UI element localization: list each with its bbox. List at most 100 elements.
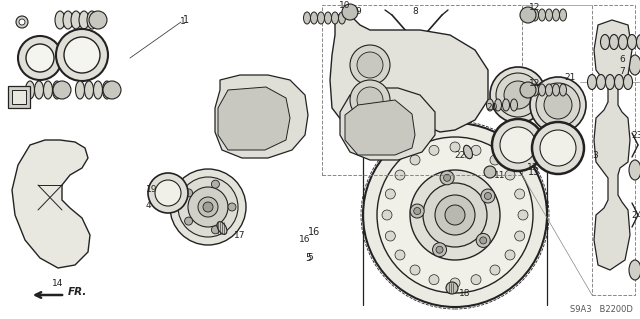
Circle shape xyxy=(480,237,487,244)
Circle shape xyxy=(19,19,25,25)
Ellipse shape xyxy=(559,9,566,21)
Ellipse shape xyxy=(76,81,84,99)
Text: 9: 9 xyxy=(355,8,361,17)
Ellipse shape xyxy=(600,34,609,49)
Circle shape xyxy=(363,123,547,307)
Circle shape xyxy=(476,234,490,248)
Ellipse shape xyxy=(629,160,640,180)
Polygon shape xyxy=(345,100,415,155)
Polygon shape xyxy=(218,87,290,150)
Bar xyxy=(8,86,30,108)
Ellipse shape xyxy=(559,84,566,96)
Circle shape xyxy=(148,173,188,213)
Circle shape xyxy=(18,36,62,80)
Ellipse shape xyxy=(324,12,332,24)
Circle shape xyxy=(435,195,475,235)
Ellipse shape xyxy=(63,11,73,29)
Circle shape xyxy=(445,205,465,225)
Circle shape xyxy=(484,166,496,178)
Circle shape xyxy=(500,127,536,163)
Ellipse shape xyxy=(629,260,640,280)
Polygon shape xyxy=(340,88,435,160)
Circle shape xyxy=(385,189,396,199)
Text: 22: 22 xyxy=(454,151,466,160)
Ellipse shape xyxy=(538,9,545,21)
Circle shape xyxy=(16,16,28,28)
Circle shape xyxy=(178,177,238,237)
Circle shape xyxy=(170,169,246,245)
Circle shape xyxy=(423,183,487,247)
Circle shape xyxy=(184,189,193,197)
Circle shape xyxy=(429,275,439,285)
Ellipse shape xyxy=(44,81,52,99)
Bar xyxy=(592,5,635,295)
Circle shape xyxy=(410,170,500,260)
Text: 12: 12 xyxy=(529,4,541,12)
Ellipse shape xyxy=(55,11,65,29)
Ellipse shape xyxy=(618,34,627,49)
Circle shape xyxy=(410,155,420,165)
Circle shape xyxy=(198,197,218,217)
Ellipse shape xyxy=(609,34,618,49)
Ellipse shape xyxy=(627,34,637,49)
Ellipse shape xyxy=(84,81,93,99)
Ellipse shape xyxy=(596,75,605,90)
Ellipse shape xyxy=(93,81,102,99)
Circle shape xyxy=(56,29,108,81)
Text: 13: 13 xyxy=(527,164,539,173)
Text: 18: 18 xyxy=(460,288,471,298)
Text: 3: 3 xyxy=(592,151,598,160)
Circle shape xyxy=(395,250,405,260)
Text: 12: 12 xyxy=(529,78,541,87)
Circle shape xyxy=(492,119,544,171)
Circle shape xyxy=(520,82,536,98)
Text: 5: 5 xyxy=(307,254,313,263)
Text: 1: 1 xyxy=(180,18,186,26)
Circle shape xyxy=(413,208,420,215)
Circle shape xyxy=(64,37,100,73)
Circle shape xyxy=(385,231,396,241)
Circle shape xyxy=(211,180,220,188)
Ellipse shape xyxy=(463,145,472,159)
Circle shape xyxy=(446,282,458,294)
Circle shape xyxy=(520,7,536,23)
Circle shape xyxy=(490,265,500,275)
Text: 1: 1 xyxy=(183,15,189,25)
Circle shape xyxy=(471,275,481,285)
Circle shape xyxy=(532,122,584,174)
Text: 24: 24 xyxy=(632,211,640,219)
Ellipse shape xyxy=(531,84,538,96)
Circle shape xyxy=(544,91,572,119)
Ellipse shape xyxy=(538,84,545,96)
Circle shape xyxy=(440,171,454,185)
Ellipse shape xyxy=(71,11,81,29)
Circle shape xyxy=(203,202,213,212)
Circle shape xyxy=(188,187,228,227)
Circle shape xyxy=(429,145,439,155)
Ellipse shape xyxy=(629,55,640,75)
Text: 11: 11 xyxy=(494,170,506,180)
Text: 19: 19 xyxy=(147,186,157,195)
Text: 23: 23 xyxy=(631,130,640,139)
Text: 16: 16 xyxy=(308,227,320,237)
Circle shape xyxy=(444,174,451,181)
Ellipse shape xyxy=(495,99,502,111)
Circle shape xyxy=(357,87,383,113)
Ellipse shape xyxy=(310,12,317,24)
Circle shape xyxy=(436,246,443,253)
Ellipse shape xyxy=(531,9,538,21)
Circle shape xyxy=(490,67,546,123)
Text: 20: 20 xyxy=(486,103,498,113)
Ellipse shape xyxy=(502,99,509,111)
Ellipse shape xyxy=(545,9,552,21)
Ellipse shape xyxy=(637,34,640,49)
Text: 14: 14 xyxy=(52,278,64,287)
Circle shape xyxy=(155,180,181,206)
Ellipse shape xyxy=(486,99,493,111)
Ellipse shape xyxy=(79,11,89,29)
Circle shape xyxy=(504,81,532,109)
Circle shape xyxy=(410,265,420,275)
Ellipse shape xyxy=(217,222,227,234)
Circle shape xyxy=(515,189,525,199)
Circle shape xyxy=(481,189,495,203)
